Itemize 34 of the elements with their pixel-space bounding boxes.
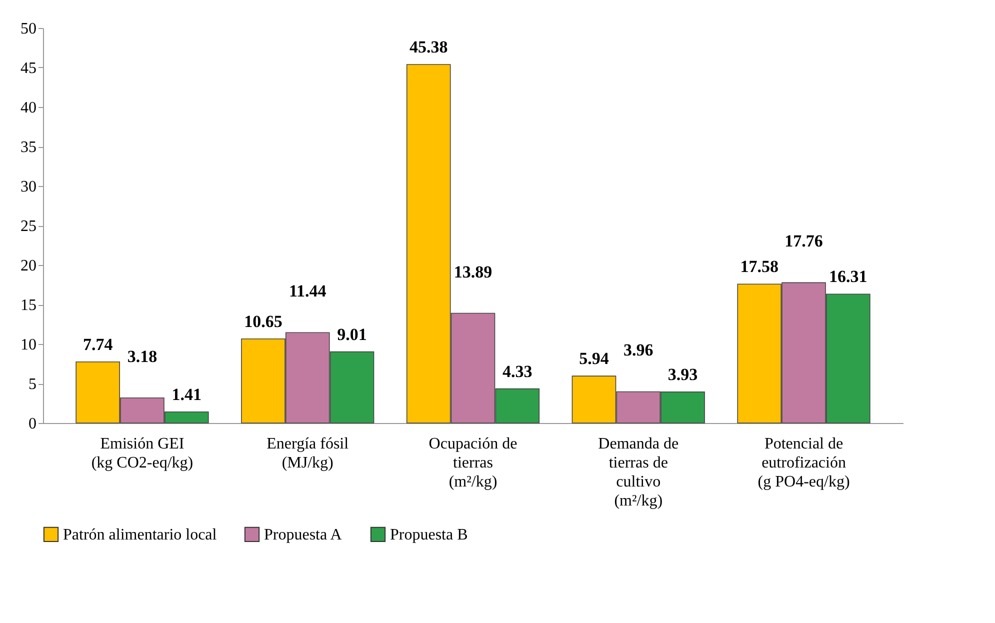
y-tick-label: 50 (20, 20, 36, 38)
x-tick-label: Potencial de eutrofización (g PO4-eq/kg) (758, 436, 850, 490)
y-tick-label: 25 (20, 218, 36, 235)
x-tick-label: Ocupación de tierras (m²/kg) (428, 436, 518, 490)
y-tick-label: 10 (20, 336, 36, 354)
data-label: 7.74 (82, 334, 114, 354)
data-label: 1.41 (172, 384, 202, 404)
data-label: 4.33 (502, 362, 532, 381)
y-tick-label: 35 (20, 139, 36, 156)
data-label: 17.76 (784, 232, 823, 251)
legend-label: Patrón alimentario local (63, 526, 218, 544)
data-label: 11.44 (288, 282, 327, 301)
legend-label: Propuesta A (264, 526, 342, 544)
data-label: 10.65 (244, 312, 282, 331)
data-label: 3.18 (127, 346, 158, 366)
data-label: 17.58 (740, 257, 778, 276)
y-tick-label: 45 (20, 60, 36, 77)
data-label: 5.94 (579, 349, 610, 368)
x-tick-label: Energía fósil (MJ/kg) (266, 436, 350, 472)
data-label: 9.01 (337, 324, 367, 344)
y-tick-label: 15 (20, 297, 36, 314)
y-tick-label: 5 (28, 376, 36, 393)
y-tick-label: 20 (20, 258, 36, 274)
y-tick-label: 40 (20, 100, 36, 116)
y-tick-label: 30 (20, 178, 36, 196)
data-label: 3.93 (668, 364, 698, 384)
y-tick-label: 0 (28, 416, 36, 432)
data-label: 3.96 (624, 340, 654, 360)
legend-label: Propuesta B (390, 526, 468, 544)
x-tick-label: Emisión GEI (kg CO2-eq/kg) (91, 436, 194, 472)
data-label: 45.38 (409, 38, 448, 56)
x-tick-label: Demanda de tierras de cultivo (m²/kg) (598, 436, 679, 510)
data-label: 16.31 (829, 267, 868, 286)
data-label: 13.89 (454, 262, 492, 282)
